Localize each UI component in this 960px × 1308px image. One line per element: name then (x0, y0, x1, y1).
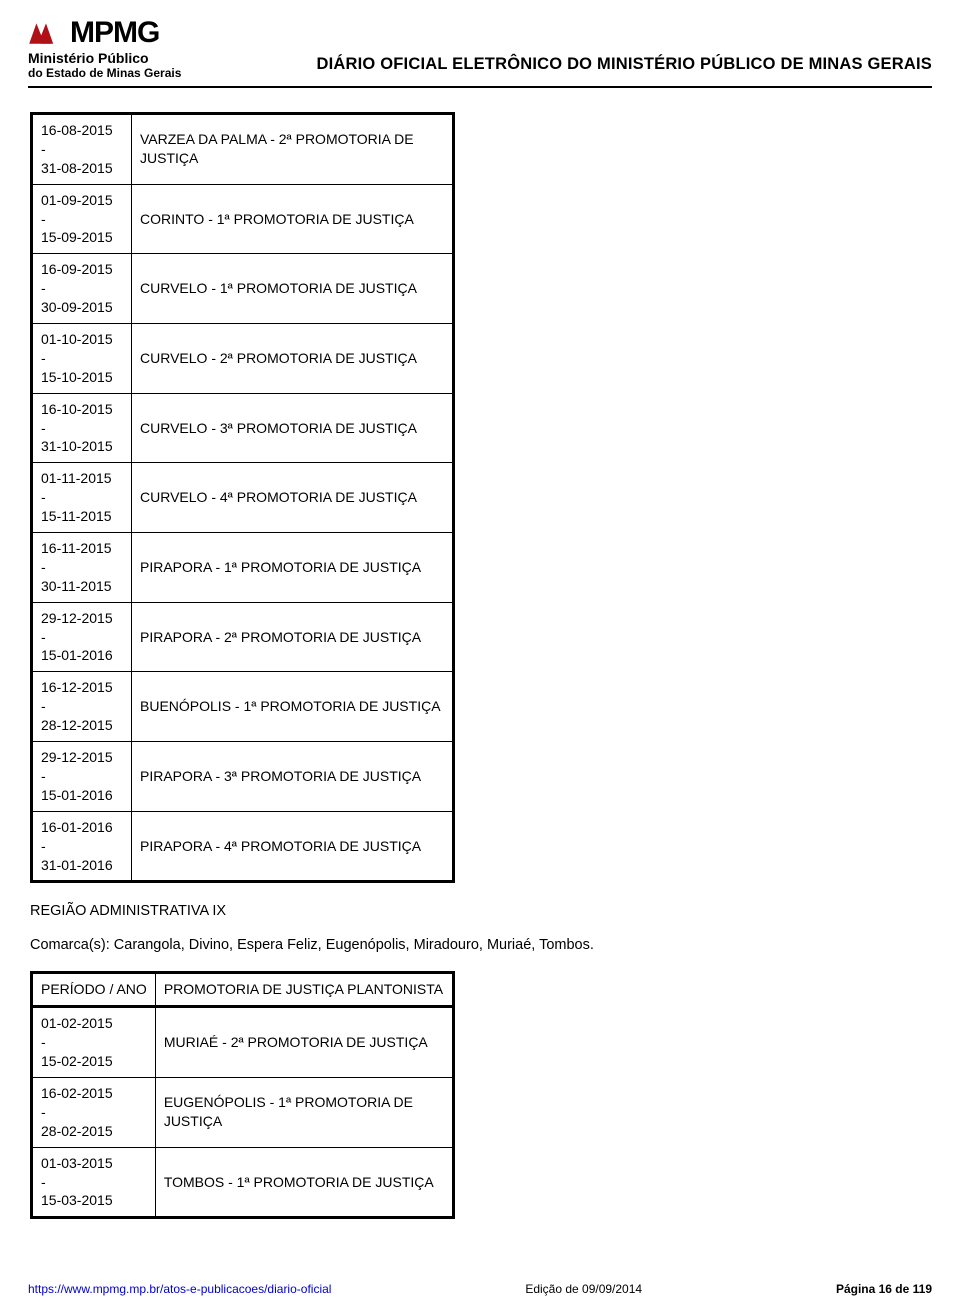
table-row: 16-09-2015-30-09-2015CURVELO - 1ª PROMOT… (32, 254, 454, 324)
cell-promotoria: MURIAÉ - 2ª PROMOTORIA DE JUSTIÇA (155, 1007, 453, 1078)
region-heading: REGIÃO ADMINISTRATIVA IX (30, 903, 932, 919)
footer-edition: Edição de 09/09/2014 (525, 1282, 642, 1296)
logo-line2: do Estado de Minas Gerais (28, 66, 181, 80)
table-row: 16-11-2015-30-11-2015PIRAPORA - 1ª PROMO… (32, 533, 454, 603)
cell-periodo: 16-11-2015-30-11-2015 (32, 533, 132, 603)
logo-row: MPMG (28, 18, 181, 48)
diario-title: DIÁRIO OFICIAL ELETRÔNICO DO MINISTÉRIO … (317, 55, 933, 80)
page-header: MPMG Ministério Público do Estado de Min… (28, 18, 932, 80)
cell-periodo: 29-12-2015-15-01-2016 (32, 742, 132, 812)
table-row: 16-02-2015-28-02-2015EUGENÓPOLIS - 1ª PR… (32, 1077, 454, 1147)
page: MPMG Ministério Público do Estado de Min… (0, 0, 960, 1308)
cell-promotoria: TOMBOS - 1ª PROMOTORIA DE JUSTIÇA (155, 1147, 453, 1218)
table-row: 16-01-2016-31-01-2016PIRAPORA - 4ª PROMO… (32, 811, 454, 882)
table-row: 29-12-2015-15-01-2016PIRAPORA - 2ª PROMO… (32, 602, 454, 672)
cell-periodo: 16-12-2015-28-12-2015 (32, 672, 132, 742)
cell-promotoria: CURVELO - 2ª PROMOTORIA DE JUSTIÇA (132, 324, 454, 394)
cell-periodo: 16-02-2015-28-02-2015 (32, 1077, 156, 1147)
schedule-table-2: PERÍODO / ANO PROMOTORIA DE JUSTIÇA PLAN… (30, 971, 455, 1219)
logo-acronym: MPMG (70, 18, 159, 48)
cell-periodo: 01-09-2015-15-09-2015 (32, 184, 132, 254)
cell-promotoria: CURVELO - 1ª PROMOTORIA DE JUSTIÇA (132, 254, 454, 324)
cell-promotoria: EUGENÓPOLIS - 1ª PROMOTORIA DE JUSTIÇA (155, 1077, 453, 1147)
cell-promotoria: CURVELO - 4ª PROMOTORIA DE JUSTIÇA (132, 463, 454, 533)
cell-promotoria: PIRAPORA - 2ª PROMOTORIA DE JUSTIÇA (132, 602, 454, 672)
cell-periodo: 16-01-2016-31-01-2016 (32, 811, 132, 882)
cell-periodo: 01-02-2015-15-02-2015 (32, 1007, 156, 1078)
table-row: 01-10-2015-15-10-2015CURVELO - 2ª PROMOT… (32, 324, 454, 394)
cell-promotoria: CORINTO - 1ª PROMOTORIA DE JUSTIÇA (132, 184, 454, 254)
cell-periodo: 01-03-2015-15-03-2015 (32, 1147, 156, 1218)
footer-url: https://www.mpmg.mp.br/atos-e-publicacoe… (28, 1282, 331, 1296)
comarcas-line: Comarca(s): Carangola, Divino, Espera Fe… (30, 937, 932, 953)
header-periodo: PERÍODO / ANO (32, 973, 156, 1007)
table-row: 29-12-2015-15-01-2016PIRAPORA - 3ª PROMO… (32, 742, 454, 812)
schedule-table-1: 16-08-2015-31-08-2015VARZEA DA PALMA - 2… (30, 112, 455, 883)
cell-promotoria: CURVELO - 3ª PROMOTORIA DE JUSTIÇA (132, 393, 454, 463)
cell-periodo: 01-11-2015-15-11-2015 (32, 463, 132, 533)
header-rule (28, 86, 932, 88)
cell-periodo: 01-10-2015-15-10-2015 (32, 324, 132, 394)
table-row: 01-03-2015-15-03-2015TOMBOS - 1ª PROMOTO… (32, 1147, 454, 1218)
cell-periodo: 16-08-2015-31-08-2015 (32, 114, 132, 185)
cell-promotoria: PIRAPORA - 4ª PROMOTORIA DE JUSTIÇA (132, 811, 454, 882)
logo-line1: Ministério Público (28, 50, 181, 66)
cell-promotoria: VARZEA DA PALMA - 2ª PROMOTORIA DE JUSTI… (132, 114, 454, 185)
table-header-row: PERÍODO / ANO PROMOTORIA DE JUSTIÇA PLAN… (32, 973, 454, 1007)
cell-periodo: 29-12-2015-15-01-2016 (32, 602, 132, 672)
cell-periodo: 16-09-2015-30-09-2015 (32, 254, 132, 324)
mpmg-logo-icon (28, 19, 64, 47)
cell-promotoria: PIRAPORA - 3ª PROMOTORIA DE JUSTIÇA (132, 742, 454, 812)
table-row: 16-08-2015-31-08-2015VARZEA DA PALMA - 2… (32, 114, 454, 185)
table-row: 16-10-2015-31-10-2015CURVELO - 3ª PROMOT… (32, 393, 454, 463)
header-promotoria: PROMOTORIA DE JUSTIÇA PLANTONISTA (155, 973, 453, 1007)
cell-promotoria: PIRAPORA - 1ª PROMOTORIA DE JUSTIÇA (132, 533, 454, 603)
table-row: 01-11-2015-15-11-2015CURVELO - 4ª PROMOT… (32, 463, 454, 533)
footer-page-number: Página 16 de 119 (836, 1282, 932, 1296)
table-row: 01-09-2015-15-09-2015CORINTO - 1ª PROMOT… (32, 184, 454, 254)
table-row: 16-12-2015-28-12-2015BUENÓPOLIS - 1ª PRO… (32, 672, 454, 742)
cell-periodo: 16-10-2015-31-10-2015 (32, 393, 132, 463)
page-footer: https://www.mpmg.mp.br/atos-e-publicacoe… (28, 1282, 932, 1296)
cell-promotoria: BUENÓPOLIS - 1ª PROMOTORIA DE JUSTIÇA (132, 672, 454, 742)
logo-block: MPMG Ministério Público do Estado de Min… (28, 18, 181, 80)
table-row: 01-02-2015-15-02-2015MURIAÉ - 2ª PROMOTO… (32, 1007, 454, 1078)
